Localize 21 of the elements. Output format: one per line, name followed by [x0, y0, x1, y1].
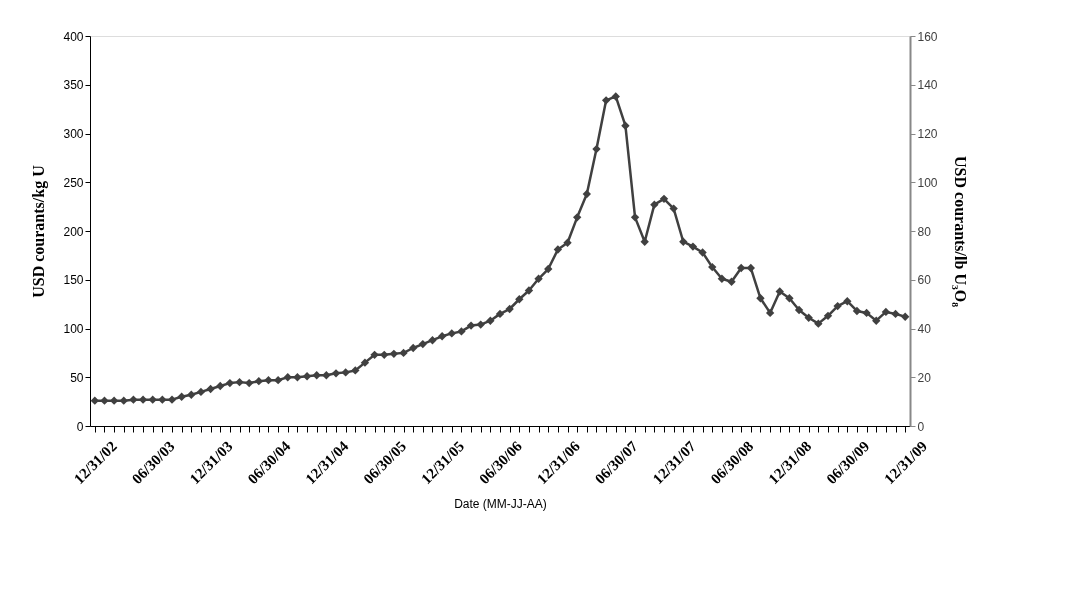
y2-tick-label: 100 — [917, 175, 938, 190]
y2-tick-label: 40 — [917, 322, 932, 336]
y2-tick-label: 60 — [917, 273, 932, 288]
y-tick-label: 0 — [76, 419, 84, 434]
y-tick-label: 100 — [63, 322, 84, 336]
y-axis-title: USD courants/kg U — [30, 164, 49, 298]
y2-tick-label: 20 — [917, 370, 932, 385]
y-tick-label: 50 — [70, 370, 84, 385]
y-tick-label: 200 — [63, 224, 84, 239]
y-tick-label: 300 — [63, 127, 84, 141]
x-axis-title: Date (MM-JJ-AA) — [454, 497, 547, 512]
y-tick-label: 350 — [63, 78, 84, 93]
y2-axis-title: USD courants/lb U₃O₈ — [951, 156, 969, 308]
y2-tick-label: 80 — [917, 224, 932, 239]
y2-tick-label: 140 — [917, 78, 938, 93]
y-tick-label: 400 — [63, 29, 84, 44]
y2-tick-label: 0 — [917, 419, 925, 434]
y-tick-label: 250 — [63, 175, 84, 190]
y-tick-label: 150 — [63, 273, 84, 288]
y2-tick-label: 120 — [917, 127, 938, 141]
y2-tick-label: 160 — [917, 29, 938, 44]
